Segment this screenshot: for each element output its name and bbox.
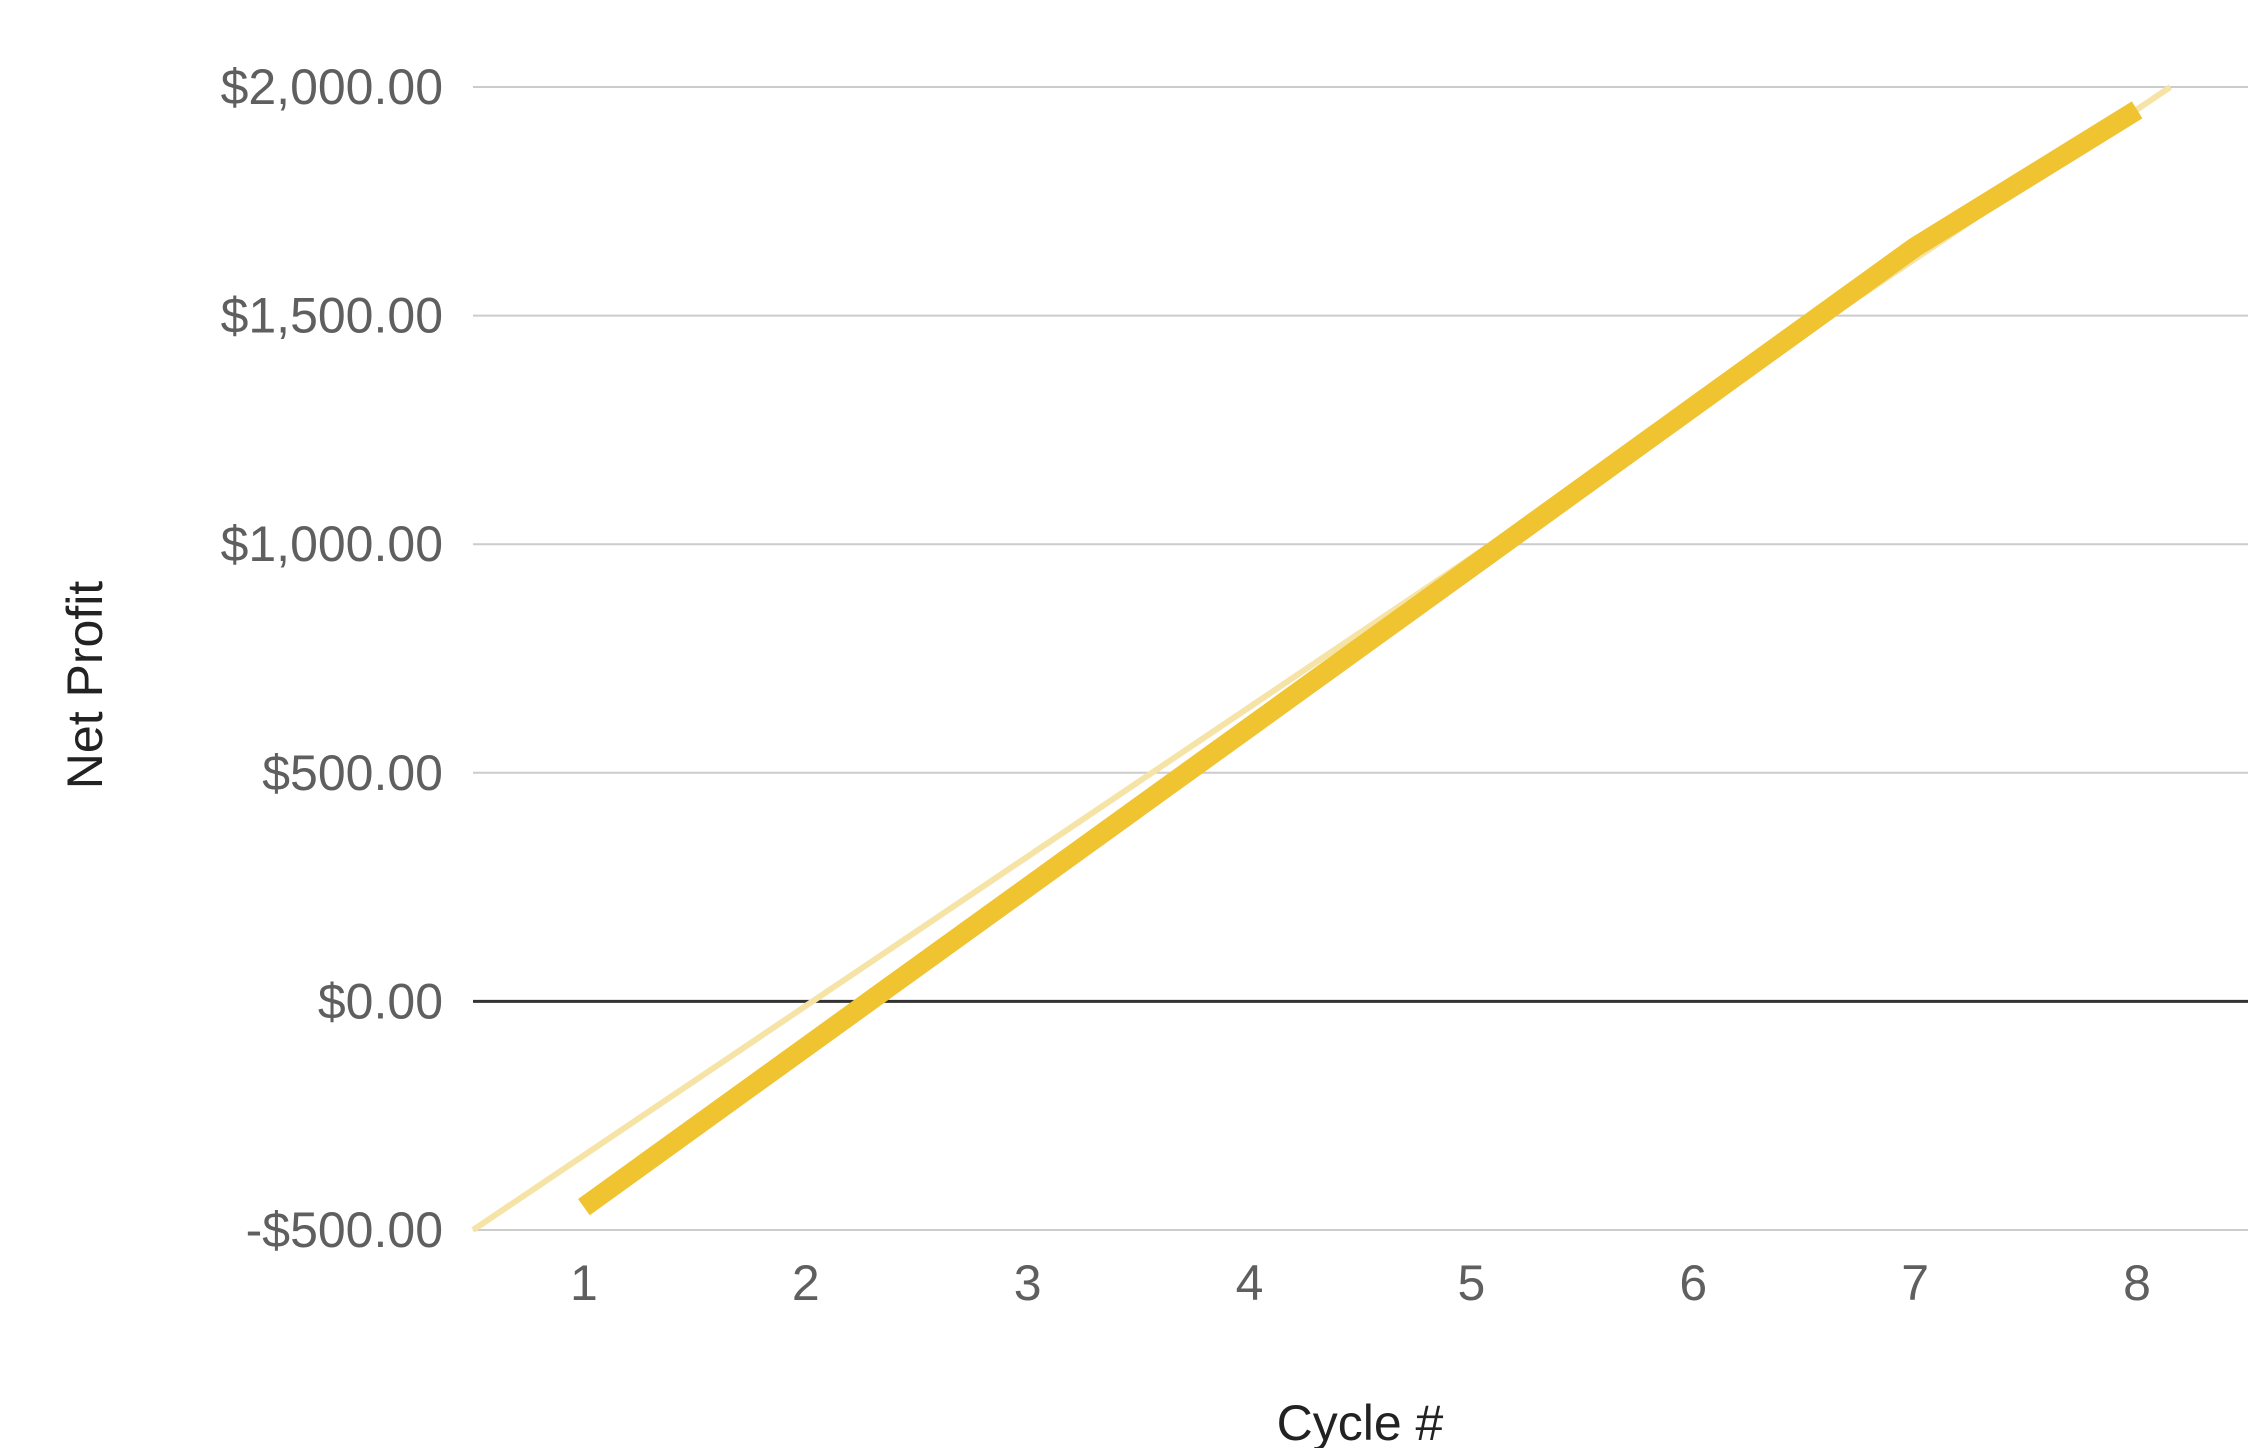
gridlines bbox=[473, 86, 2248, 1231]
y-tick-label: $2,000.00 bbox=[221, 59, 443, 115]
y-tick-label: $500.00 bbox=[262, 745, 443, 801]
x-tick-label: 5 bbox=[1458, 1255, 1486, 1311]
x-tick-label: 8 bbox=[2123, 1255, 2151, 1311]
data-point bbox=[1025, 884, 1031, 890]
x-tick-label: 7 bbox=[1901, 1255, 1929, 1311]
y-tick-label: $1,000.00 bbox=[221, 516, 443, 572]
series-layer bbox=[578, 101, 2143, 1216]
x-tick-label: 2 bbox=[792, 1255, 820, 1311]
data-point bbox=[1468, 564, 1474, 570]
y-tick-label: -$500.00 bbox=[246, 1202, 443, 1258]
y-tick-label: $1,500.00 bbox=[221, 288, 443, 344]
y-axis-tick-labels: $2,000.00 $1,500.00 $1,000.00 $500.00 $0.00 -… bbox=[221, 59, 443, 1258]
x-tick-label: 4 bbox=[1236, 1255, 1264, 1311]
x-axis-title: Cycle # bbox=[1277, 1395, 1444, 1448]
data-point bbox=[803, 1044, 809, 1050]
x-tick-label: 1 bbox=[570, 1255, 598, 1311]
data-point bbox=[581, 1204, 587, 1210]
data-point bbox=[1912, 244, 1918, 250]
x-tick-label: 6 bbox=[1679, 1255, 1707, 1311]
x-tick-label: 3 bbox=[1014, 1255, 1042, 1311]
x-axis-tick-labels: 1 2 3 4 5 6 7 8 bbox=[570, 1255, 2151, 1311]
y-axis-title: Net Profit bbox=[57, 581, 113, 790]
data-point bbox=[1690, 404, 1696, 410]
data-point bbox=[2134, 107, 2140, 113]
data-point bbox=[1247, 724, 1253, 730]
series-line bbox=[578, 101, 2143, 1216]
y-tick-label: $0.00 bbox=[318, 973, 443, 1029]
